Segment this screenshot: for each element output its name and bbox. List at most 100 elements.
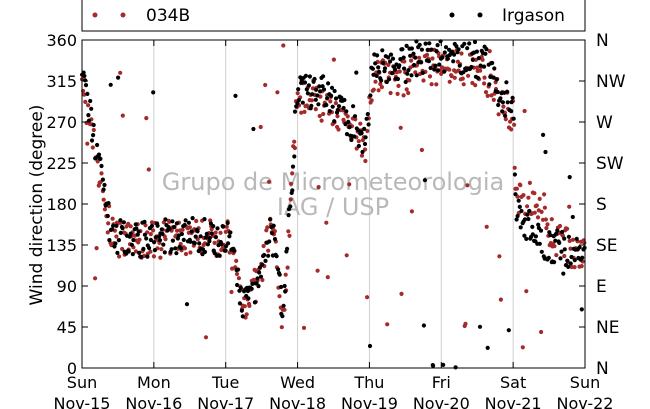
right-axis: N NE E SE S SW W NW N <box>579 31 626 379</box>
point-034b <box>353 117 358 122</box>
point-034b <box>475 65 480 70</box>
point-irgason <box>506 328 511 333</box>
point-irgason <box>371 72 376 77</box>
point-irgason <box>388 59 393 64</box>
point-034b <box>427 74 433 79</box>
point-irgason <box>213 235 218 240</box>
point-034b <box>459 51 464 56</box>
point-034b <box>120 113 125 118</box>
point-irgason <box>524 236 529 241</box>
point-irgason <box>174 221 179 226</box>
point-034b <box>484 224 489 229</box>
point-034b <box>277 294 282 299</box>
point-irgason <box>108 82 113 87</box>
point-034b <box>527 180 533 185</box>
point-irgason <box>332 88 337 94</box>
point-irgason <box>516 198 521 203</box>
point-034b <box>324 220 329 225</box>
point-irgason <box>412 62 417 68</box>
point-034b <box>261 243 266 249</box>
point-034b <box>544 226 549 231</box>
point-034b <box>281 43 286 48</box>
point-irgason <box>485 345 490 350</box>
point-irgason <box>382 66 388 71</box>
point-irgason <box>561 271 566 276</box>
point-irgason <box>91 133 96 138</box>
point-irgason <box>95 142 100 148</box>
point-irgason <box>304 87 309 92</box>
point-irgason <box>332 119 337 124</box>
point-irgason <box>197 241 202 246</box>
point-irgason <box>170 219 175 224</box>
point-034b <box>399 291 404 296</box>
point-irgason <box>343 122 348 127</box>
x-tick-date: Nov-17 <box>197 394 254 409</box>
point-034b <box>365 295 370 300</box>
point-034b <box>143 223 148 228</box>
point-irgason <box>562 247 567 252</box>
point-034b <box>356 139 361 144</box>
point-irgason <box>326 81 331 86</box>
point-034b <box>344 253 349 258</box>
point-irgason <box>306 83 311 88</box>
point-034b <box>137 237 142 242</box>
legend-label-034b: 034B <box>146 6 190 26</box>
point-irgason <box>478 63 483 68</box>
point-034b <box>258 124 263 130</box>
x-tick-day: Wed <box>280 373 315 392</box>
point-irgason <box>100 177 105 182</box>
point-034b <box>373 79 378 84</box>
point-irgason <box>452 52 457 57</box>
point-irgason <box>470 57 475 63</box>
point-irgason <box>286 213 291 218</box>
right-tick-label: W <box>596 113 613 133</box>
point-irgason <box>574 236 579 241</box>
point-irgason <box>557 240 562 245</box>
point-irgason <box>139 254 144 259</box>
point-034b <box>315 268 320 273</box>
point-irgason <box>321 87 327 92</box>
point-irgason <box>387 77 392 82</box>
point-irgason <box>258 274 264 279</box>
point-034b <box>582 240 587 245</box>
point-irgason <box>271 223 276 228</box>
point-irgason <box>233 93 238 98</box>
point-irgason <box>307 74 312 79</box>
point-irgason <box>511 116 516 121</box>
point-irgason <box>290 164 296 169</box>
point-irgason <box>292 154 297 159</box>
point-irgason <box>89 106 94 111</box>
point-irgason <box>99 163 104 169</box>
point-irgason <box>336 104 342 109</box>
point-irgason <box>538 228 544 233</box>
point-irgason <box>267 239 272 244</box>
point-034b <box>244 312 249 317</box>
point-irgason <box>167 226 172 231</box>
point-034b <box>263 82 268 88</box>
point-irgason <box>131 237 136 243</box>
point-irgason <box>198 234 203 239</box>
point-irgason <box>82 73 87 79</box>
point-irgason <box>163 217 168 222</box>
point-034b <box>424 52 430 58</box>
point-irgason <box>422 178 427 183</box>
point-034b <box>363 158 368 164</box>
point-034b <box>187 225 192 230</box>
y-tick-label: 315 <box>46 72 77 91</box>
point-034b <box>91 127 96 133</box>
point-irgason <box>203 235 208 240</box>
point-034b <box>289 181 294 186</box>
point-irgason <box>172 225 177 230</box>
point-irgason <box>105 213 110 219</box>
watermark-line-1: Grupo de Micrometeorologia <box>162 168 504 196</box>
point-034b <box>480 57 485 62</box>
point-irgason <box>419 47 424 52</box>
point-irgason <box>83 83 89 88</box>
point-034b <box>461 82 466 87</box>
point-034b <box>478 68 483 73</box>
point-irgason <box>441 362 446 367</box>
point-irgason <box>237 301 242 306</box>
point-irgason <box>376 65 381 70</box>
point-034b <box>110 216 115 221</box>
point-irgason <box>249 286 254 291</box>
